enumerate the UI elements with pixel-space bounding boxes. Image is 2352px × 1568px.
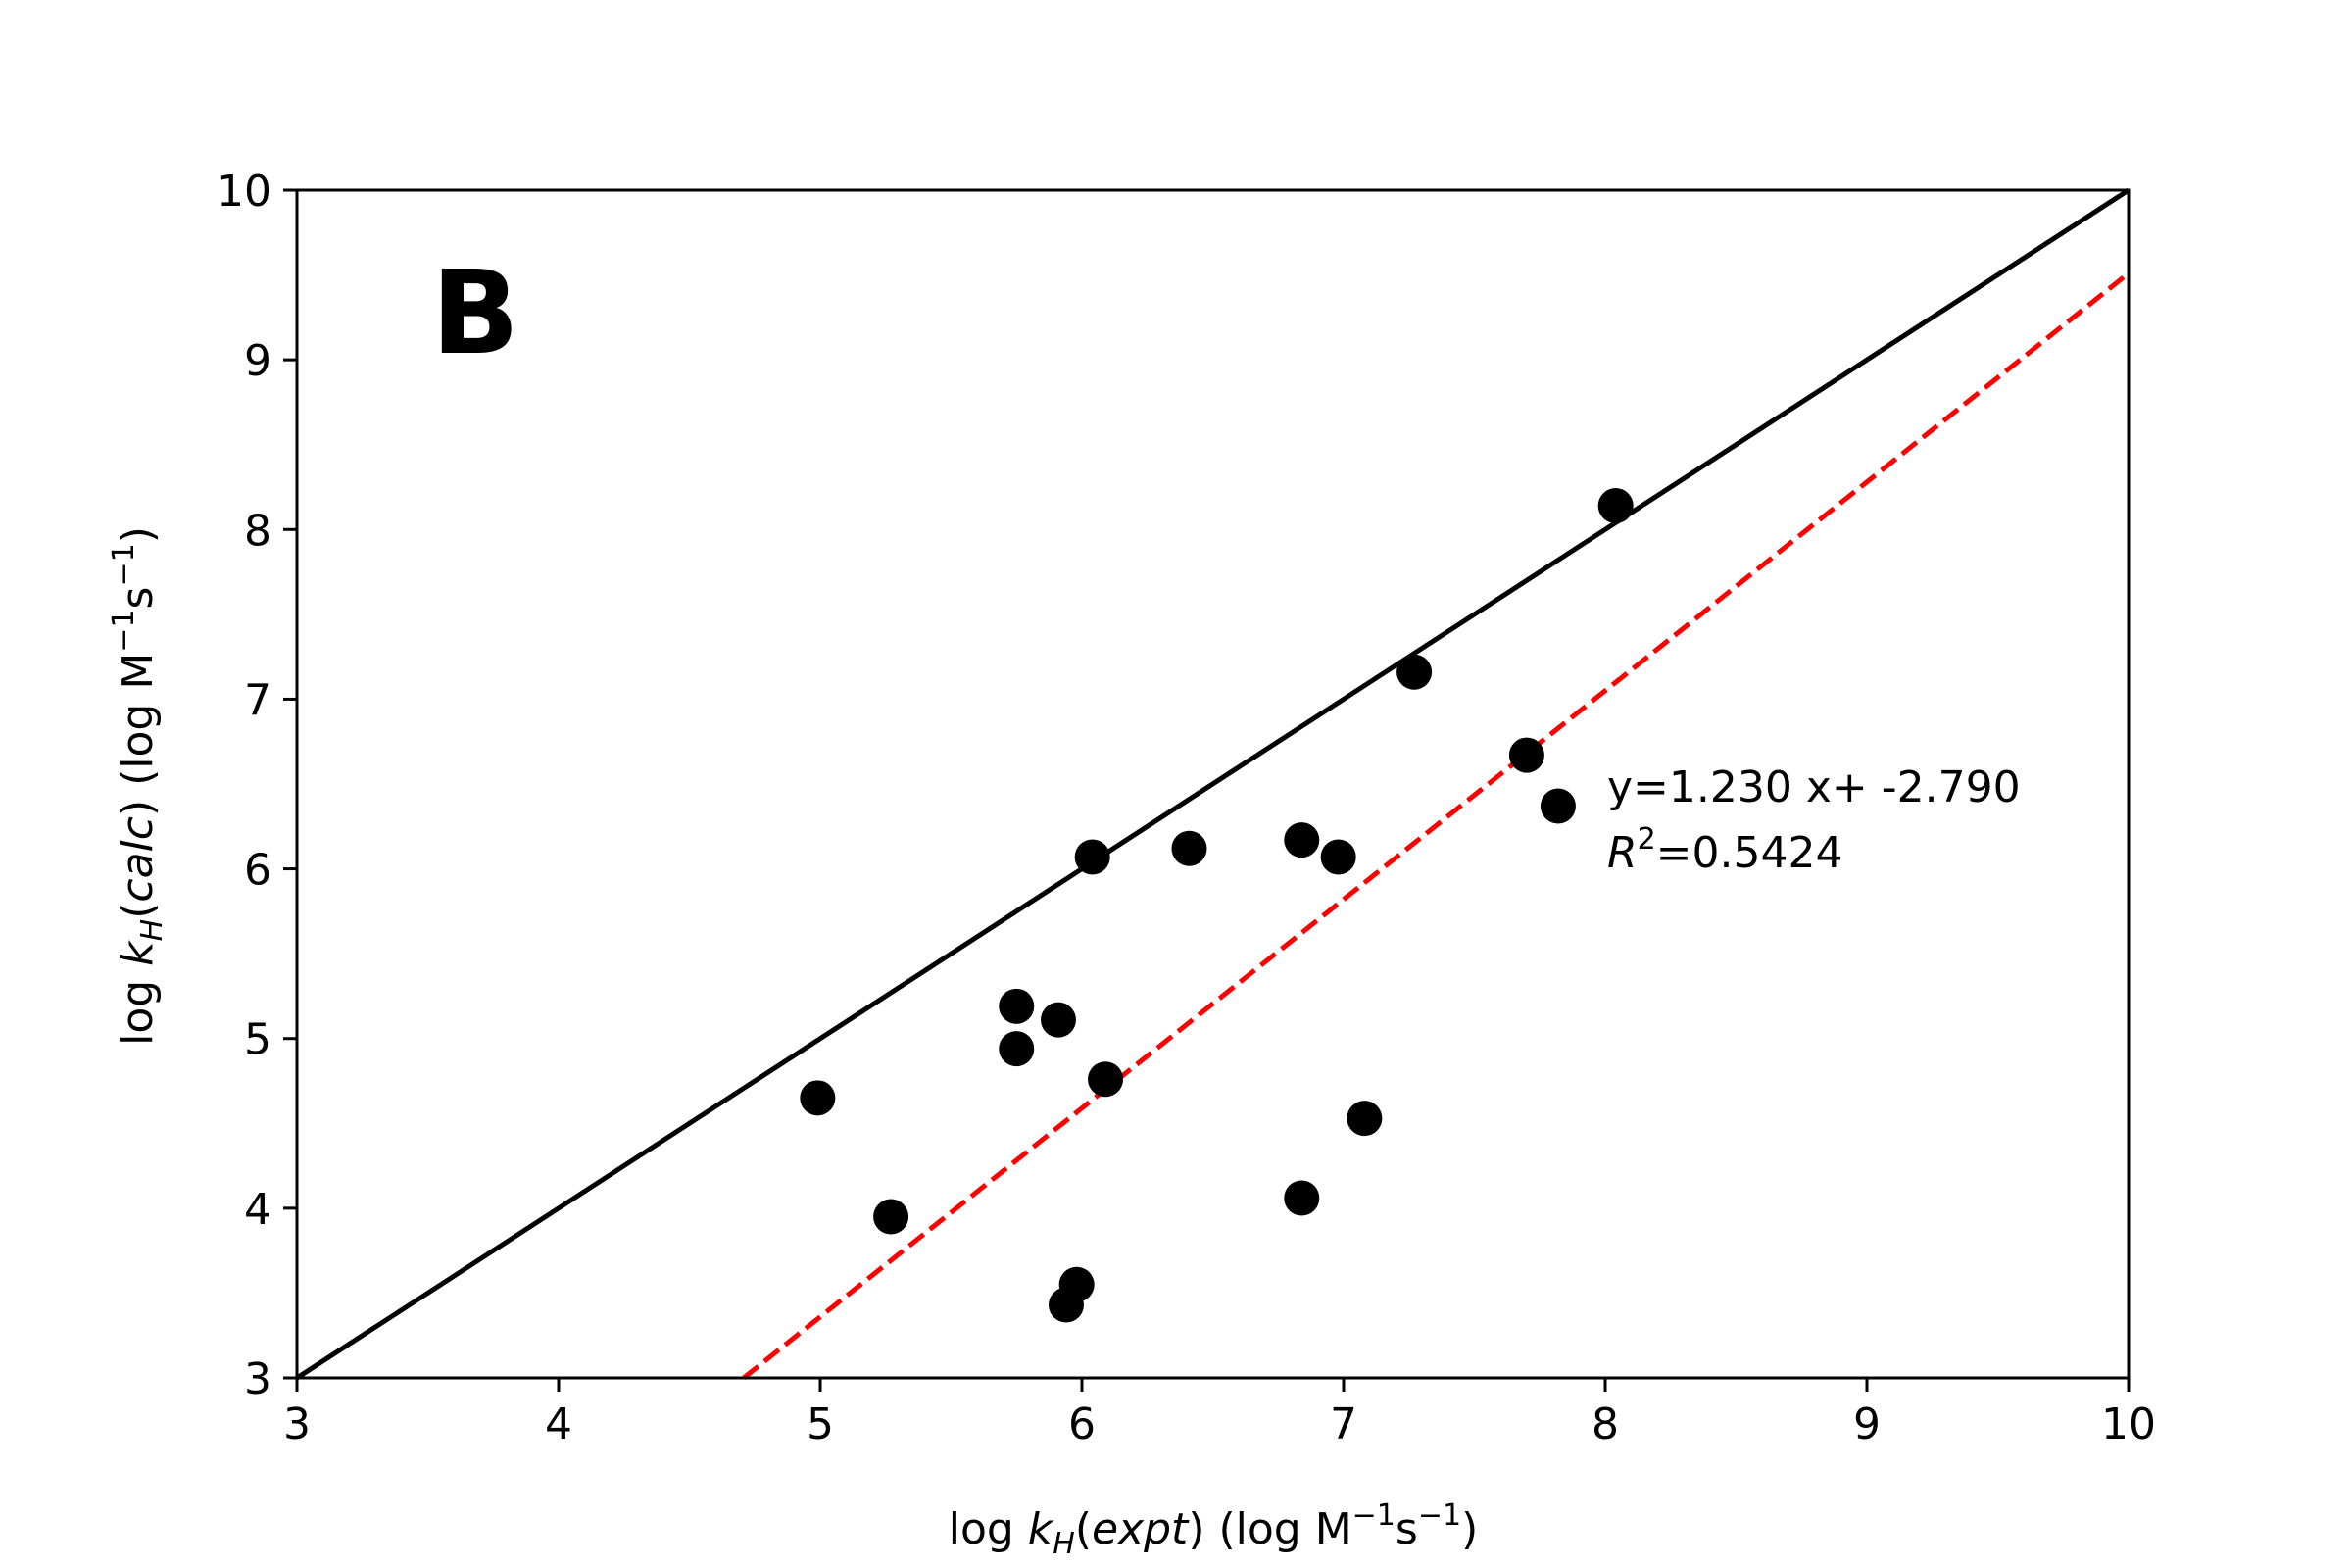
- data-point: [1284, 822, 1320, 858]
- identity-line: [295, 187, 2131, 1381]
- data-point: [1058, 1266, 1095, 1302]
- data-point: [1171, 830, 1207, 866]
- data-point: [1540, 788, 1576, 824]
- data-point: [999, 988, 1035, 1024]
- y-tick-label: 9: [244, 336, 271, 386]
- y-tick-label: 7: [244, 675, 271, 725]
- data-point: [1088, 1061, 1124, 1098]
- panel-letter: B: [431, 245, 519, 380]
- x-tick-label: 4: [545, 1399, 572, 1449]
- x-tick-label: 3: [283, 1399, 311, 1449]
- x-tick-label: 6: [1068, 1399, 1096, 1449]
- plot-frame: [295, 188, 2131, 1380]
- x-tick-label: 7: [1330, 1399, 1357, 1449]
- x-axis-label: log kH(expt) (log M−1s−1): [949, 1498, 1479, 1561]
- y-tick-label: 4: [244, 1185, 271, 1235]
- data-point: [1074, 839, 1110, 875]
- reference-lines: [295, 187, 2131, 1381]
- x-tick-label: 10: [2101, 1399, 2156, 1449]
- data-point: [1508, 737, 1544, 773]
- y-tick-label: 5: [244, 1015, 271, 1065]
- r-value: =0.5424: [1656, 828, 1843, 878]
- r-squared: R2=0.5424: [1607, 822, 1843, 878]
- r-symbol: R: [1607, 828, 1638, 878]
- fit-line: [742, 270, 2131, 1380]
- data-points: [800, 488, 1634, 1323]
- y-tick-label: 8: [244, 506, 271, 556]
- y-tick-label: 10: [217, 167, 271, 217]
- data-point: [1347, 1101, 1383, 1137]
- data-point: [800, 1080, 836, 1116]
- data-point: [873, 1199, 909, 1235]
- data-point: [1284, 1180, 1320, 1216]
- fit-equation: y=1.230 x+ -2.790: [1607, 762, 2021, 812]
- y-tick-label: 6: [244, 846, 271, 896]
- data-point: [999, 1031, 1035, 1067]
- y-axis-label: log kH(calc) (log M−1s−1): [107, 526, 170, 1046]
- r-exponent: 2: [1638, 822, 1656, 857]
- data-point: [1320, 839, 1356, 875]
- data-point: [1597, 488, 1634, 524]
- x-tick-label: 5: [807, 1399, 834, 1449]
- data-point: [1040, 1002, 1076, 1038]
- y-tick-label: 3: [244, 1354, 271, 1404]
- x-tick-label: 9: [1853, 1399, 1881, 1449]
- data-point: [1396, 654, 1433, 690]
- axis-ticks: 3 4 5 6 7 8 9 10 3 4 5 6 7 8 9 10: [217, 167, 2156, 1449]
- x-tick-label: 8: [1592, 1399, 1619, 1449]
